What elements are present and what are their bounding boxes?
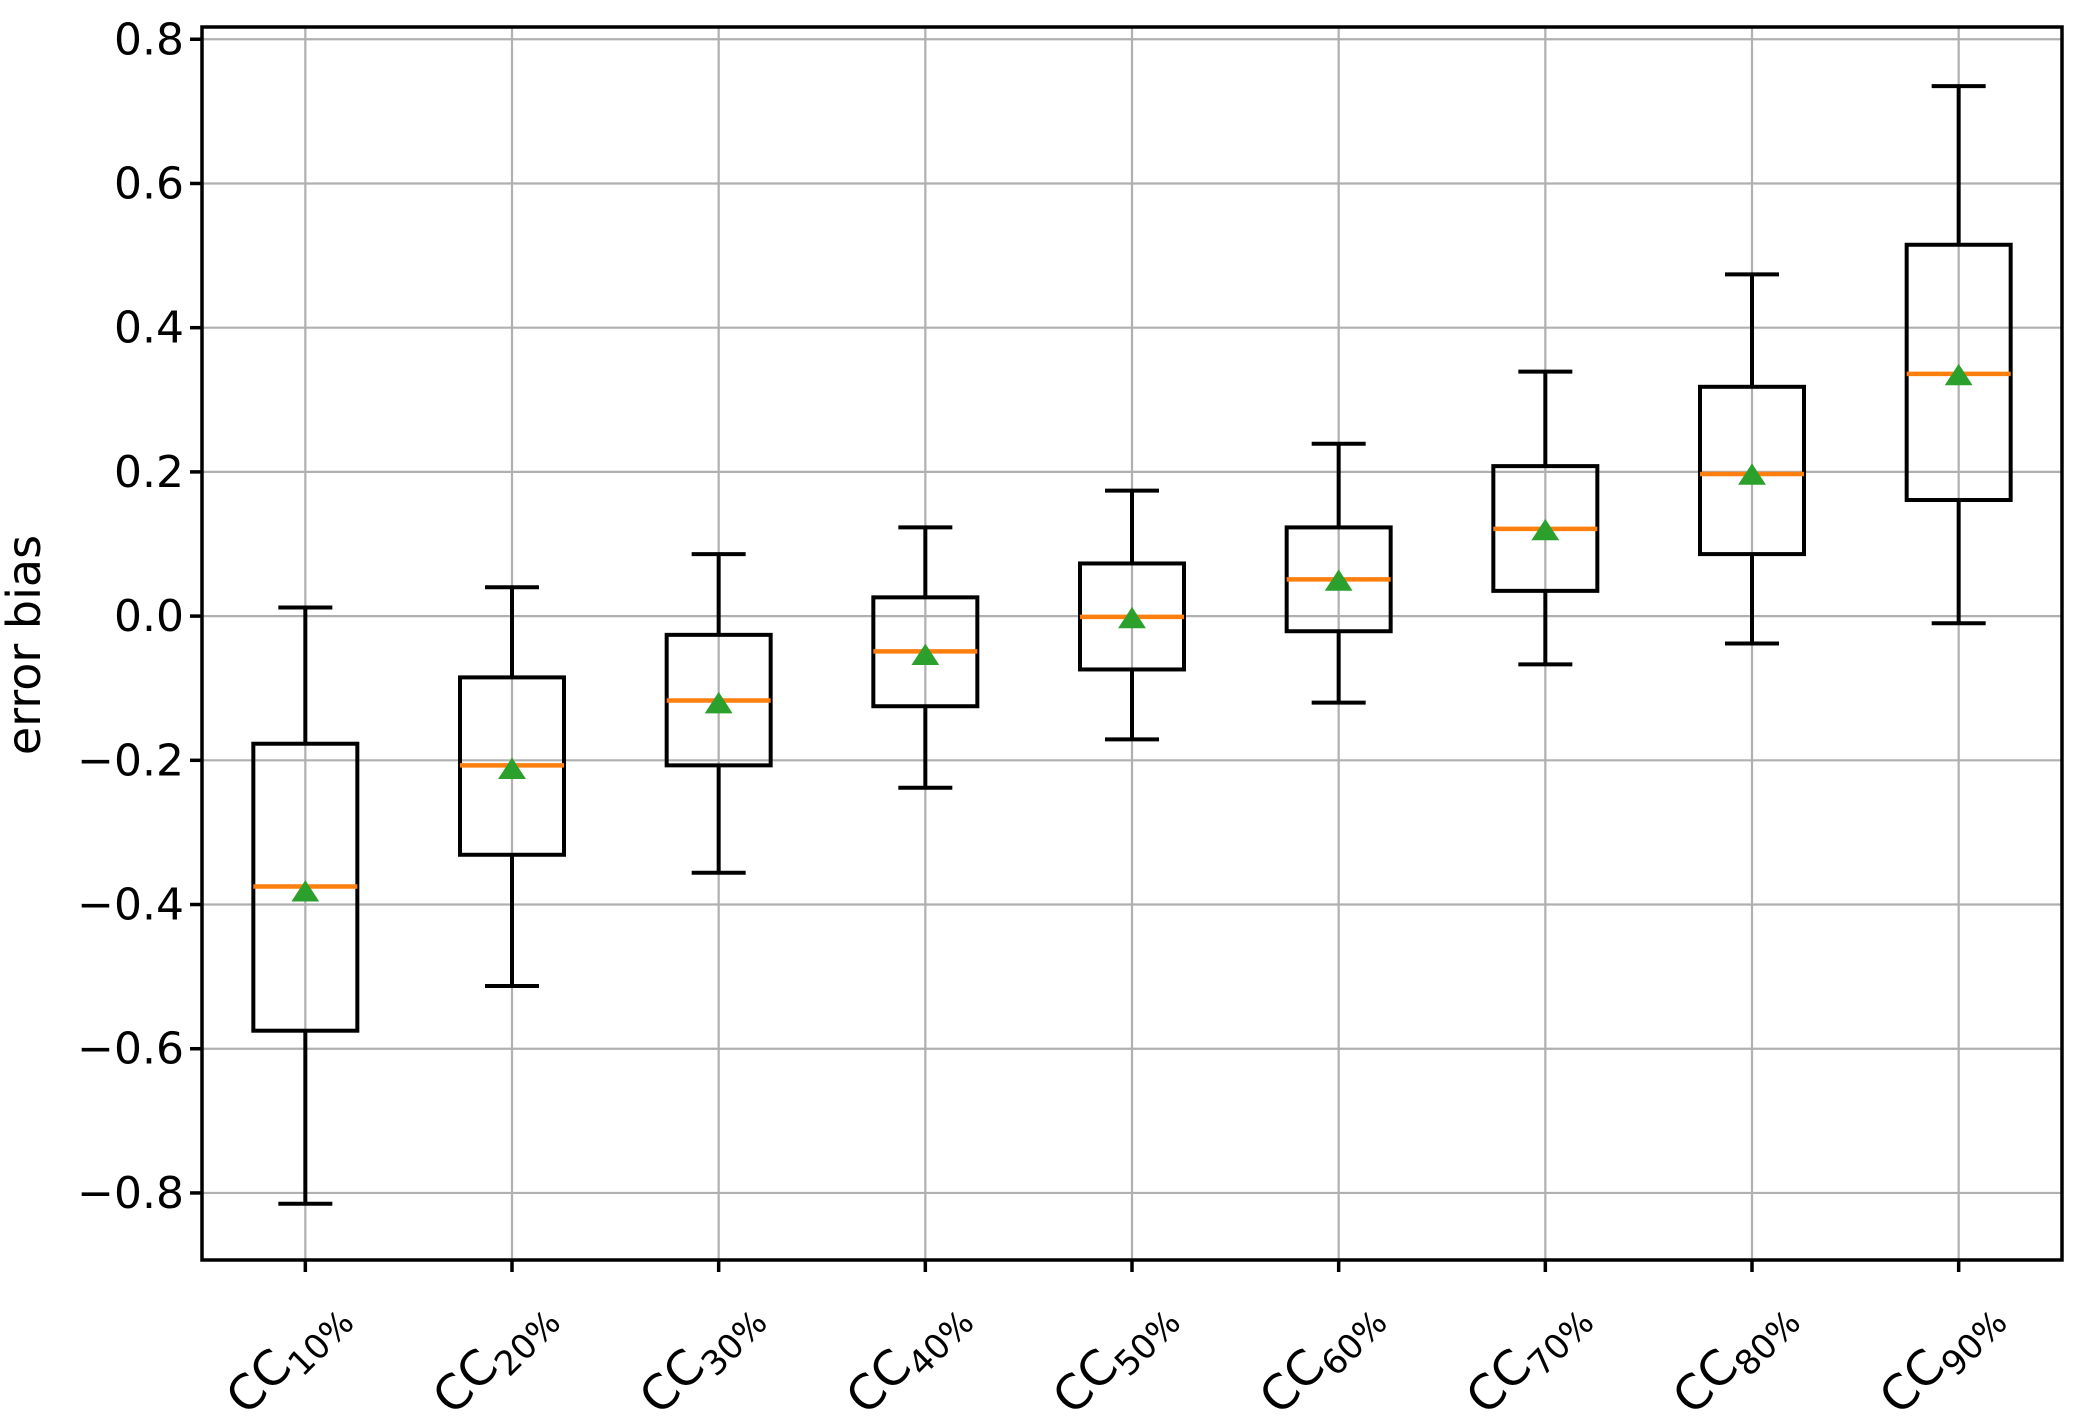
mean-marker — [291, 880, 320, 902]
box-group-CC80% — [1698, 272, 1806, 646]
mean-marker — [498, 757, 526, 779]
x-tick-label: CC10% — [215, 1285, 362, 1424]
mean-marker — [1944, 363, 1973, 386]
box-group-CC60% — [1284, 441, 1393, 705]
y-tick-label: −0.6 — [77, 1024, 184, 1075]
x-tick-label: CC70% — [1455, 1285, 1602, 1424]
box-group-CC70% — [1491, 369, 1600, 667]
y-axis-title: error bias — [0, 535, 51, 755]
x-tick-label: CC90% — [1869, 1285, 2016, 1424]
data-layer — [251, 84, 2013, 1206]
box-group-CC10% — [251, 605, 360, 1206]
y-tick-label: 0.8 — [114, 14, 184, 65]
y-tick-label: −0.4 — [77, 880, 184, 931]
mean-marker — [704, 691, 733, 714]
y-tick-label: 0.0 — [114, 591, 184, 642]
x-tick-label: CC20% — [422, 1285, 569, 1424]
y-tick-label: 0.6 — [114, 158, 184, 209]
mean-marker — [1324, 569, 1353, 591]
mean-marker — [1531, 518, 1560, 541]
mean-marker — [1738, 463, 1766, 485]
y-tick-label: 0.4 — [114, 303, 184, 354]
y-tick-label: 0.2 — [114, 447, 184, 498]
x-tick-label: CC80% — [1662, 1285, 1809, 1424]
box-group-CC40% — [871, 525, 980, 790]
axes-layer: 0.8 0.6 0.4 0.2 0.0 −0.2 −0.4 −0.6 −0.8 CC10% CC20… — [77, 14, 2064, 1424]
x-tick-label: CC40% — [835, 1285, 982, 1424]
y-tick-label: −0.8 — [77, 1168, 184, 1219]
iqr-box — [1698, 384, 1806, 557]
box-group-CC90% — [1904, 84, 2013, 626]
mean-marker — [1118, 606, 1146, 629]
x-tick-label: CC30% — [629, 1285, 776, 1424]
x-tick-label: CC50% — [1042, 1285, 1189, 1424]
box-group-CC50% — [1078, 488, 1186, 742]
mean-marker — [911, 643, 940, 666]
box-group-CC30% — [664, 552, 773, 875]
x-tick-label: CC60% — [1249, 1285, 1396, 1424]
box-group-CC20% — [458, 585, 566, 988]
y-tick-label: −0.2 — [77, 735, 184, 786]
